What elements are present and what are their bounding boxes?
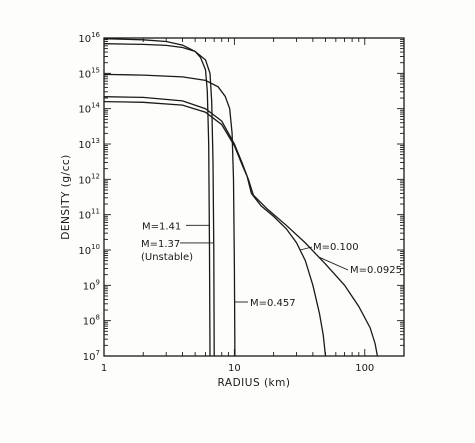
density-curves	[103, 38, 379, 357]
annotation-label: M=0.0925	[350, 265, 402, 276]
y-tick-label: 1016	[78, 31, 100, 45]
annotation-label: (Unstable)	[141, 252, 193, 263]
x-axis-label: RADIUS (km)	[218, 377, 291, 389]
plot-frame	[103, 37, 405, 357]
annotation-leader	[299, 246, 313, 251]
y-tick-label: 1014	[78, 102, 100, 116]
x-axis-ticks: 1 10 100	[101, 38, 405, 374]
curve-annotations: M=1.41 M=1.37 (Unstable) M=0.457 M=0.100 M=0.…	[141, 221, 402, 309]
annotation-label: M=1.41	[142, 221, 181, 232]
annotation-label: M=1.37	[141, 239, 180, 250]
x-tick-label: 1	[101, 363, 107, 374]
y-axis-ticks: 107 108 109 1010 1011 1012 1013 1014 1015 1016	[78, 31, 404, 363]
series-line-3	[103, 96, 327, 357]
series-line-1	[103, 43, 215, 357]
x-tick-label: 100	[355, 363, 374, 374]
y-tick-label: 1015	[78, 66, 100, 80]
y-tick-label: 108	[83, 314, 100, 328]
annotation-label: M=0.100	[313, 242, 359, 253]
y-axis-label: DENSITY (g/cc)	[60, 154, 72, 239]
y-tick-label: 1010	[78, 243, 100, 257]
series-line-4	[103, 100, 379, 357]
annotation-label: M=0.457	[250, 298, 296, 309]
y-tick-label: 1011	[78, 208, 100, 222]
y-tick-label: 109	[83, 278, 100, 292]
y-tick-label: 107	[83, 349, 100, 363]
x-tick-label: 10	[228, 363, 241, 374]
annotation-leader	[318, 256, 349, 271]
series-line-2	[103, 73, 236, 357]
series-line-0	[103, 38, 211, 357]
y-tick-label: 1013	[78, 137, 100, 151]
y-tick-label: 1012	[78, 172, 100, 186]
